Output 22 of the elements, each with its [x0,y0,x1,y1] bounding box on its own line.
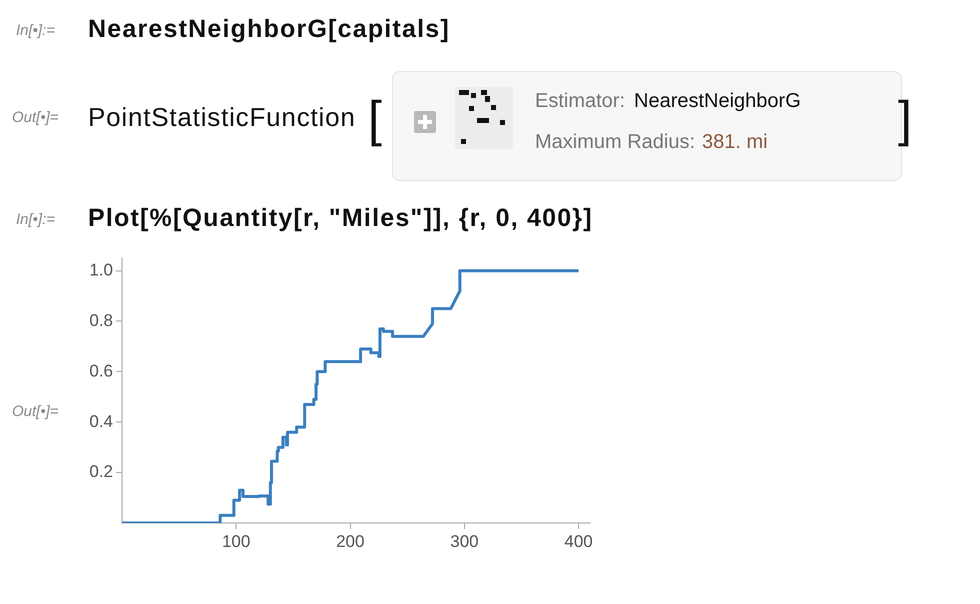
y-tick-label: 1.0 [89,260,113,280]
x-tick-label: 200 [336,532,364,551]
text: ] [898,91,912,147]
y-tick-label: 0.2 [89,462,113,482]
text: Plot[%[Quantity[r, "Miles"]], {r, 0, 400}] [88,204,593,232]
text: [ [368,91,382,147]
x-tick-label: 400 [564,532,593,551]
text: 381. mi [702,131,768,153]
x-tick-label: 100 [222,532,250,551]
text: NearestNeighborG [634,90,801,112]
text: In[•]:= [16,211,56,228]
y-tick-label: 0.8 [89,310,113,330]
y-tick-label: 0.6 [89,361,113,380]
text: NearestNeighborG[capitals] [88,15,450,43]
text: Out[•]= [12,109,59,126]
text: Estimator: [535,90,626,112]
y-tick-label: 0.4 [89,412,113,431]
text: Maximum Radius: [535,131,696,153]
x-tick-label: 300 [450,532,479,551]
text: In[•]:= [16,22,56,39]
text: PointStatisticFunction [88,102,356,132]
text: Out[•]= [12,403,59,420]
